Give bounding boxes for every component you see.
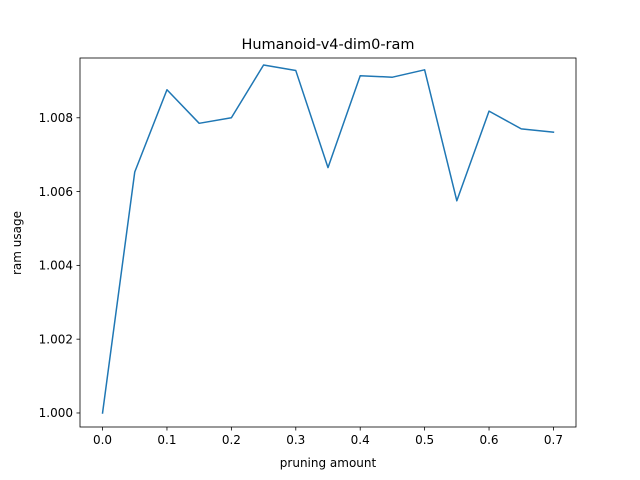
x-tick-label: 0.3 [286,433,305,447]
x-axis-ticks: 0.0 0.1 0.2 0.3 0.4 0.5 0.6 0.7 [93,427,563,447]
chart-title: Humanoid-v4-dim0-ram [241,37,414,53]
y-axis-label: ram usage [10,211,24,275]
plot-area [79,57,577,428]
x-tick-label: 0.4 [351,433,370,447]
x-tick-label: 0.1 [157,433,176,447]
series-line-0 [101,64,555,414]
x-axis-label: pruning amount [280,456,377,470]
y-tick-label: 1.002 [39,332,73,346]
y-axis-ticks: 1.000 1.002 1.004 1.006 1.008 [39,111,80,420]
axes-frame [79,57,577,428]
y-tick-label: 1.008 [39,111,73,125]
y-tick-label: 1.006 [39,185,73,199]
x-tick-label: 0.2 [222,433,241,447]
y-tick-label: 1.000 [39,406,73,420]
x-tick-label: 0.5 [415,433,434,447]
y-tick-label: 1.004 [39,259,73,273]
x-tick-label: 0.6 [479,433,498,447]
x-tick-label: 0.0 [93,433,112,447]
x-tick-label: 0.7 [544,433,563,447]
